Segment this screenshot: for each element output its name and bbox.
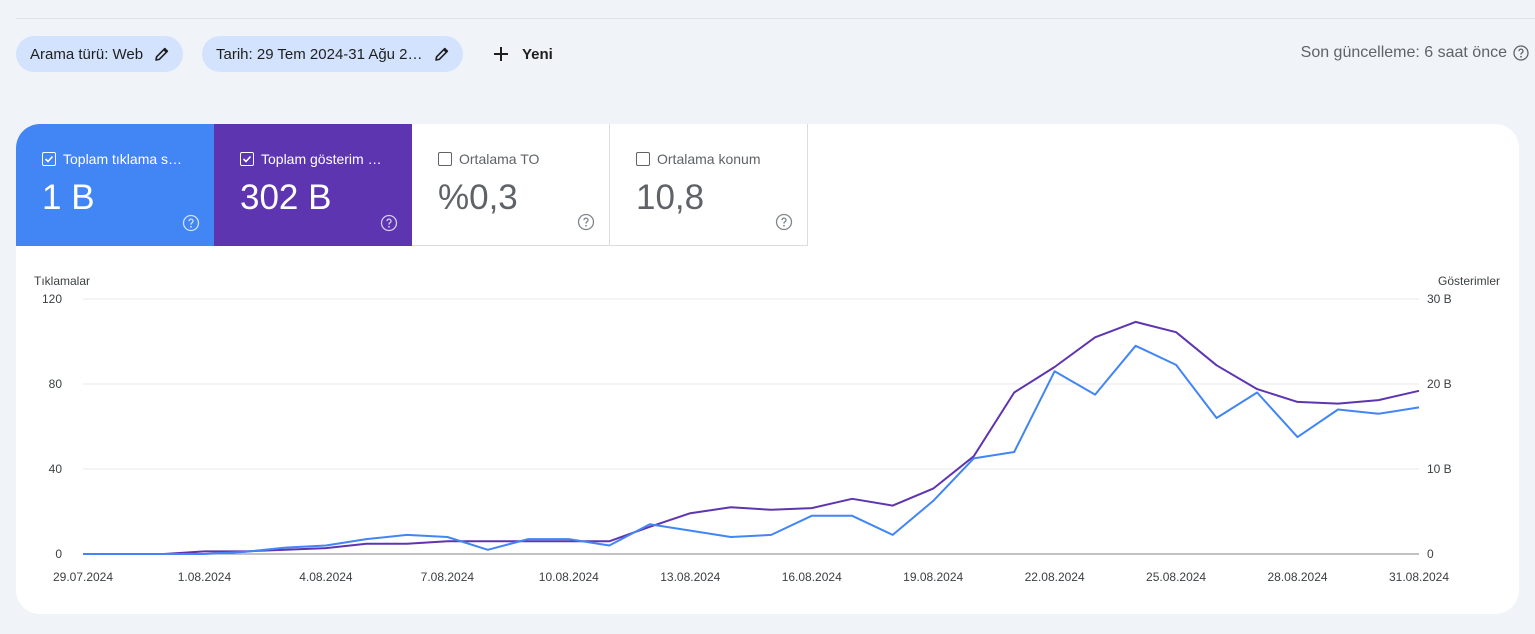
impressions-series-line xyxy=(83,320,1420,555)
y-left-axis-title: Tıklamalar xyxy=(34,274,90,288)
x-tick-label: 19.08.2024 xyxy=(903,570,963,584)
y-right-tick-label: 10 B xyxy=(1427,462,1452,476)
checkbox-checked-icon[interactable] xyxy=(42,152,56,166)
y-right-tick-label: 20 B xyxy=(1427,377,1452,391)
metric-total-impressions[interactable]: Toplam gösterim … 302 B xyxy=(214,124,412,246)
metric-value: 10,8 xyxy=(636,178,705,217)
new-filter-button[interactable]: Yeni xyxy=(488,36,553,72)
help-icon[interactable] xyxy=(1513,45,1529,61)
metric-label: Ortalama TO xyxy=(459,151,540,167)
x-tick-label: 28.08.2024 xyxy=(1268,570,1328,584)
help-icon[interactable] xyxy=(577,213,595,231)
metric-average-position[interactable]: Ortalama konum 10,8 xyxy=(610,124,808,246)
metric-label-row: Ortalama konum xyxy=(636,151,760,167)
clicks-series-line xyxy=(83,344,1420,555)
performance-card: Toplam tıklama s… 1 B Toplam gösterim … … xyxy=(16,124,1519,614)
checkbox-unchecked-icon[interactable] xyxy=(636,152,650,166)
checkbox-checked-icon[interactable] xyxy=(240,152,254,166)
metric-average-ctr[interactable]: Ortalama TO %0,3 xyxy=(412,124,610,246)
metric-label: Ortalama konum xyxy=(657,151,761,167)
metric-label: Toplam tıklama s… xyxy=(63,151,183,167)
x-tick-label: 22.08.2024 xyxy=(1025,570,1085,584)
plus-icon xyxy=(488,41,514,67)
filter-chip-label: Arama türü: Web xyxy=(30,45,144,63)
x-tick-label: 31.08.2024 xyxy=(1389,570,1449,584)
new-filter-label: Yeni xyxy=(522,45,553,63)
metric-value: %0,3 xyxy=(438,178,518,217)
filter-chip-label: Tarih: 29 Tem 2024-31 Ağu 2… xyxy=(216,45,423,63)
filter-chip-date[interactable]: Tarih: 29 Tem 2024-31 Ağu 2… xyxy=(202,36,463,72)
metric-label: Toplam gösterim … xyxy=(261,151,382,167)
last-updated-text: Son güncelleme: 6 saat önce xyxy=(1300,44,1507,61)
checkbox-unchecked-icon[interactable] xyxy=(438,152,452,166)
edit-pencil-icon[interactable] xyxy=(433,45,451,63)
metric-value: 1 B xyxy=(42,178,95,217)
x-tick-label: 13.08.2024 xyxy=(660,570,720,584)
y-left-tick-label: 0 xyxy=(55,547,62,561)
x-tick-label: 7.08.2024 xyxy=(421,570,475,584)
x-tick-label: 10.08.2024 xyxy=(539,570,599,584)
help-icon[interactable] xyxy=(182,214,200,232)
metric-label-row: Toplam gösterim … xyxy=(240,151,382,167)
y-left-tick-label: 120 xyxy=(42,292,62,306)
y-right-axis-title: Gösterimler xyxy=(1438,274,1500,288)
y-right-tick-label: 30 B xyxy=(1427,292,1452,306)
metric-value: 302 B xyxy=(240,178,332,217)
x-tick-label: 16.08.2024 xyxy=(782,570,842,584)
help-icon[interactable] xyxy=(775,213,793,231)
performance-chart: Tıklamalar Gösterimler 0 0 40 10 B 80 20 B 120 30… xyxy=(34,274,1500,584)
last-updated: Son güncelleme: 6 saat önce xyxy=(1301,44,1529,62)
x-tick-label: 25.08.2024 xyxy=(1146,570,1206,584)
metric-total-clicks[interactable]: Toplam tıklama s… 1 B xyxy=(16,124,214,246)
x-tick-label: 29.07.2024 xyxy=(53,570,113,584)
y-left-tick-label: 80 xyxy=(49,377,63,391)
edit-pencil-icon[interactable] xyxy=(153,45,171,63)
help-icon[interactable] xyxy=(380,214,398,232)
top-divider xyxy=(16,18,1535,19)
metric-label-row: Ortalama TO xyxy=(438,151,539,167)
metric-label-row: Toplam tıklama s… xyxy=(42,151,182,167)
y-left-tick-label: 40 xyxy=(49,462,63,476)
y-right-tick-label: 0 xyxy=(1427,547,1434,561)
x-tick-label: 1.08.2024 xyxy=(178,570,232,584)
filter-chip-search-type[interactable]: Arama türü: Web xyxy=(16,36,184,72)
x-tick-label: 4.08.2024 xyxy=(299,570,353,584)
